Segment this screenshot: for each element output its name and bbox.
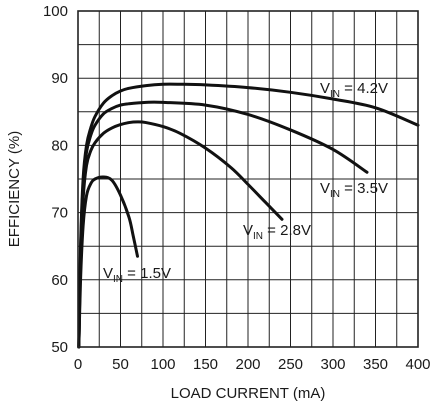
- x-tick-label: 250: [278, 356, 303, 373]
- series-label-main: V: [103, 265, 113, 282]
- series-label-2: VIN = 3.5V: [320, 180, 388, 200]
- x-axis-label: LOAD CURRENT (mA): [171, 385, 326, 402]
- y-tick-label: 100: [43, 3, 68, 20]
- grid: [78, 11, 418, 347]
- series-label-main: V: [243, 222, 253, 239]
- plot-frame: [77, 10, 419, 348]
- series-label-value: = 1.5V: [123, 265, 171, 282]
- series-label-subscript: IN: [330, 89, 340, 100]
- series-label-value: = 2.8V: [263, 222, 311, 239]
- y-tick-label: 70: [51, 205, 68, 222]
- y-tick-label: 60: [51, 272, 68, 289]
- x-tick-label: 300: [320, 356, 345, 373]
- series-line-4: [77, 175, 139, 349]
- series-label-subscript: IN: [330, 189, 340, 200]
- curves: [77, 82, 420, 349]
- y-tick-label: 50: [51, 339, 68, 356]
- x-tick-label: 0: [74, 356, 82, 373]
- y-axis-label: EFFICIENCY (%): [6, 131, 23, 247]
- x-tick-labels: 0 50 100 150 200 250 300 350 400: [74, 356, 431, 373]
- y-tick-label: 90: [51, 70, 68, 87]
- x-tick-label: 150: [193, 356, 218, 373]
- y-tick-labels: 50 60 70 80 90 100: [43, 3, 68, 356]
- series-line-2: [77, 100, 369, 349]
- x-tick-label: 50: [112, 356, 129, 373]
- series-label-4: VIN = 1.5V: [103, 265, 171, 285]
- series-label-value: = 3.5V: [340, 180, 388, 197]
- series-line-3: [77, 120, 284, 349]
- series-label-1: VIN = 4.2V: [320, 80, 388, 100]
- series-label-main: V: [320, 180, 330, 197]
- x-tick-label: 350: [363, 356, 388, 373]
- y-tick-label: 80: [51, 137, 68, 154]
- x-tick-label: 100: [150, 356, 175, 373]
- series-label-value: = 4.2V: [340, 80, 388, 97]
- series-label-subscript: IN: [113, 274, 123, 285]
- series-label-subscript: IN: [253, 231, 263, 242]
- series-label-3: VIN = 2.8V: [243, 222, 311, 242]
- x-tick-label: 200: [235, 356, 260, 373]
- series-label-main: V: [320, 80, 330, 97]
- x-tick-label: 400: [405, 356, 430, 373]
